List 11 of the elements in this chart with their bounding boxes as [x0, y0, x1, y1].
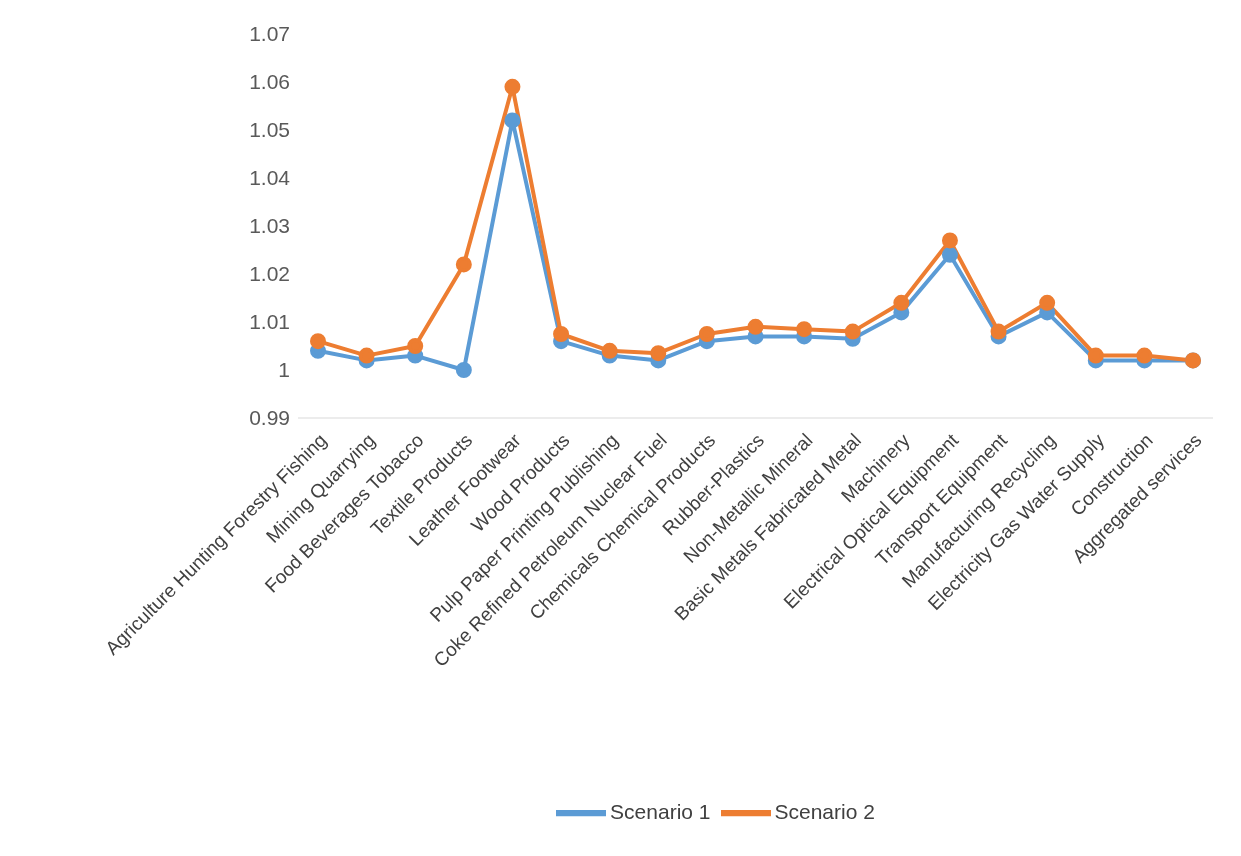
- y-tick-label: 1.02: [249, 262, 290, 286]
- y-tick-label: 1.03: [249, 214, 290, 238]
- legend-label: Scenario 1: [610, 799, 711, 823]
- y-tick-label: 0.99: [249, 406, 290, 430]
- legend-label: Scenario 2: [774, 799, 875, 823]
- y-tick-label: 1: [278, 358, 290, 382]
- y-tick-label: 1.06: [249, 70, 290, 94]
- y-tick-label: 1.05: [249, 118, 290, 142]
- y-tick-label: 1.01: [249, 310, 290, 334]
- y-tick-label: 1.07: [249, 22, 290, 46]
- y-tick-label: 1.04: [249, 166, 291, 190]
